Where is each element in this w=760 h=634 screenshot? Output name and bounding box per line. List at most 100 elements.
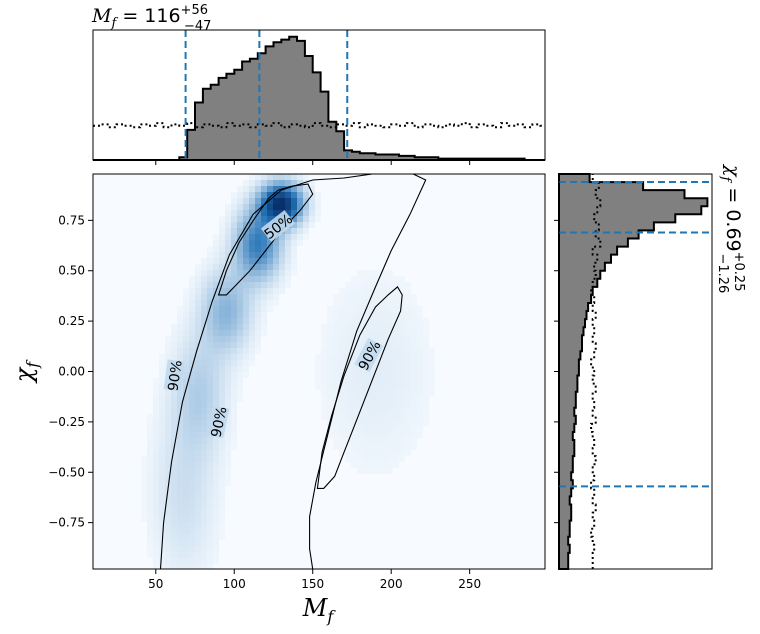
density-cell: [219, 324, 225, 330]
density-cell: [231, 276, 237, 282]
density-cell: [207, 450, 213, 456]
density-cell: [153, 540, 159, 546]
density-cell: [351, 330, 357, 336]
density-cell: [201, 468, 207, 474]
density-cell: [345, 306, 351, 312]
density-cell: [195, 534, 201, 540]
density-cell: [189, 420, 195, 426]
density-cell: [339, 408, 345, 414]
density-cell: [333, 396, 339, 402]
density-cell: [339, 432, 345, 438]
density-cell: [189, 336, 195, 342]
density-cell: [285, 246, 291, 252]
y-tick-label: 0.25: [58, 314, 85, 328]
density-cell: [297, 228, 303, 234]
density-cell: [285, 234, 291, 240]
density-cell: [411, 396, 417, 402]
density-cell: [171, 516, 177, 522]
density-cell: [189, 480, 195, 486]
top-frame: [92, 29, 546, 161]
density-cell: [153, 522, 159, 528]
density-cell: [405, 300, 411, 306]
density-cell: [393, 420, 399, 426]
density-cell: [231, 372, 237, 378]
density-cell: [393, 348, 399, 354]
density-cell: [207, 528, 213, 534]
density-cell: [183, 414, 189, 420]
density-cell: [141, 474, 147, 480]
density-cell: [351, 318, 357, 324]
density-cell: [171, 480, 177, 486]
density-cell: [207, 558, 213, 564]
density-cell: [297, 222, 303, 228]
density-cell: [345, 456, 351, 462]
density-cell: [255, 192, 261, 198]
density-cell: [363, 414, 369, 420]
density-cell: [237, 294, 243, 300]
density-cell: [171, 402, 177, 408]
density-cell: [153, 462, 159, 468]
x-tick-label: 50: [148, 577, 163, 591]
density-cell: [237, 330, 243, 336]
density-cell: [417, 348, 423, 354]
density-cell: [213, 270, 219, 276]
density-cell: [249, 270, 255, 276]
density-cell: [411, 372, 417, 378]
density-cell: [399, 390, 405, 396]
density-cell: [213, 480, 219, 486]
density-cell: [195, 528, 201, 534]
density-cell: [411, 420, 417, 426]
density-cell: [267, 300, 273, 306]
density-cell: [153, 438, 159, 444]
density-cell: [171, 438, 177, 444]
density-cell: [357, 462, 363, 468]
density-cell: [369, 426, 375, 432]
top-marginal-panel: [92, 29, 546, 165]
y-tick-label: −0.75: [48, 516, 85, 530]
density-cell: [399, 318, 405, 324]
density-cell: [369, 462, 375, 468]
density-cell: [279, 234, 285, 240]
density-cell: [321, 366, 327, 372]
density-cell: [375, 276, 381, 282]
density-cell: [213, 240, 219, 246]
density-cell: [273, 264, 279, 270]
density-cell: [267, 174, 273, 180]
density-cell: [345, 420, 351, 426]
density-cell: [201, 258, 207, 264]
density-cell: [183, 396, 189, 402]
density-cell: [267, 240, 273, 246]
density-cell: [189, 450, 195, 456]
contour-label-group: 90%: [163, 359, 186, 392]
density-cell: [195, 270, 201, 276]
density-cell: [369, 468, 375, 474]
density-cell: [285, 180, 291, 186]
density-cell: [339, 414, 345, 420]
density-cell: [333, 300, 339, 306]
density-cell: [315, 384, 321, 390]
density-cell: [225, 366, 231, 372]
density-cell: [231, 300, 237, 306]
density-cell: [231, 426, 237, 432]
density-cell: [225, 450, 231, 456]
density-cell: [405, 450, 411, 456]
density-cell: [219, 354, 225, 360]
density-cell: [351, 294, 357, 300]
density-cell: [201, 318, 207, 324]
density-cell: [357, 402, 363, 408]
density-cell: [387, 360, 393, 366]
density-cell: [177, 402, 183, 408]
density-cell: [357, 468, 363, 474]
density-cell: [219, 264, 225, 270]
density-cell: [195, 288, 201, 294]
density-cell: [309, 216, 315, 222]
density-cell: [357, 288, 363, 294]
density-cell: [297, 198, 303, 204]
density-cell: [255, 186, 261, 192]
density-cell: [273, 276, 279, 282]
density-cell: [171, 486, 177, 492]
density-cell: [339, 288, 345, 294]
density-cell: [177, 480, 183, 486]
density-cell: [399, 360, 405, 366]
right-marginal-panel: [554, 173, 713, 570]
